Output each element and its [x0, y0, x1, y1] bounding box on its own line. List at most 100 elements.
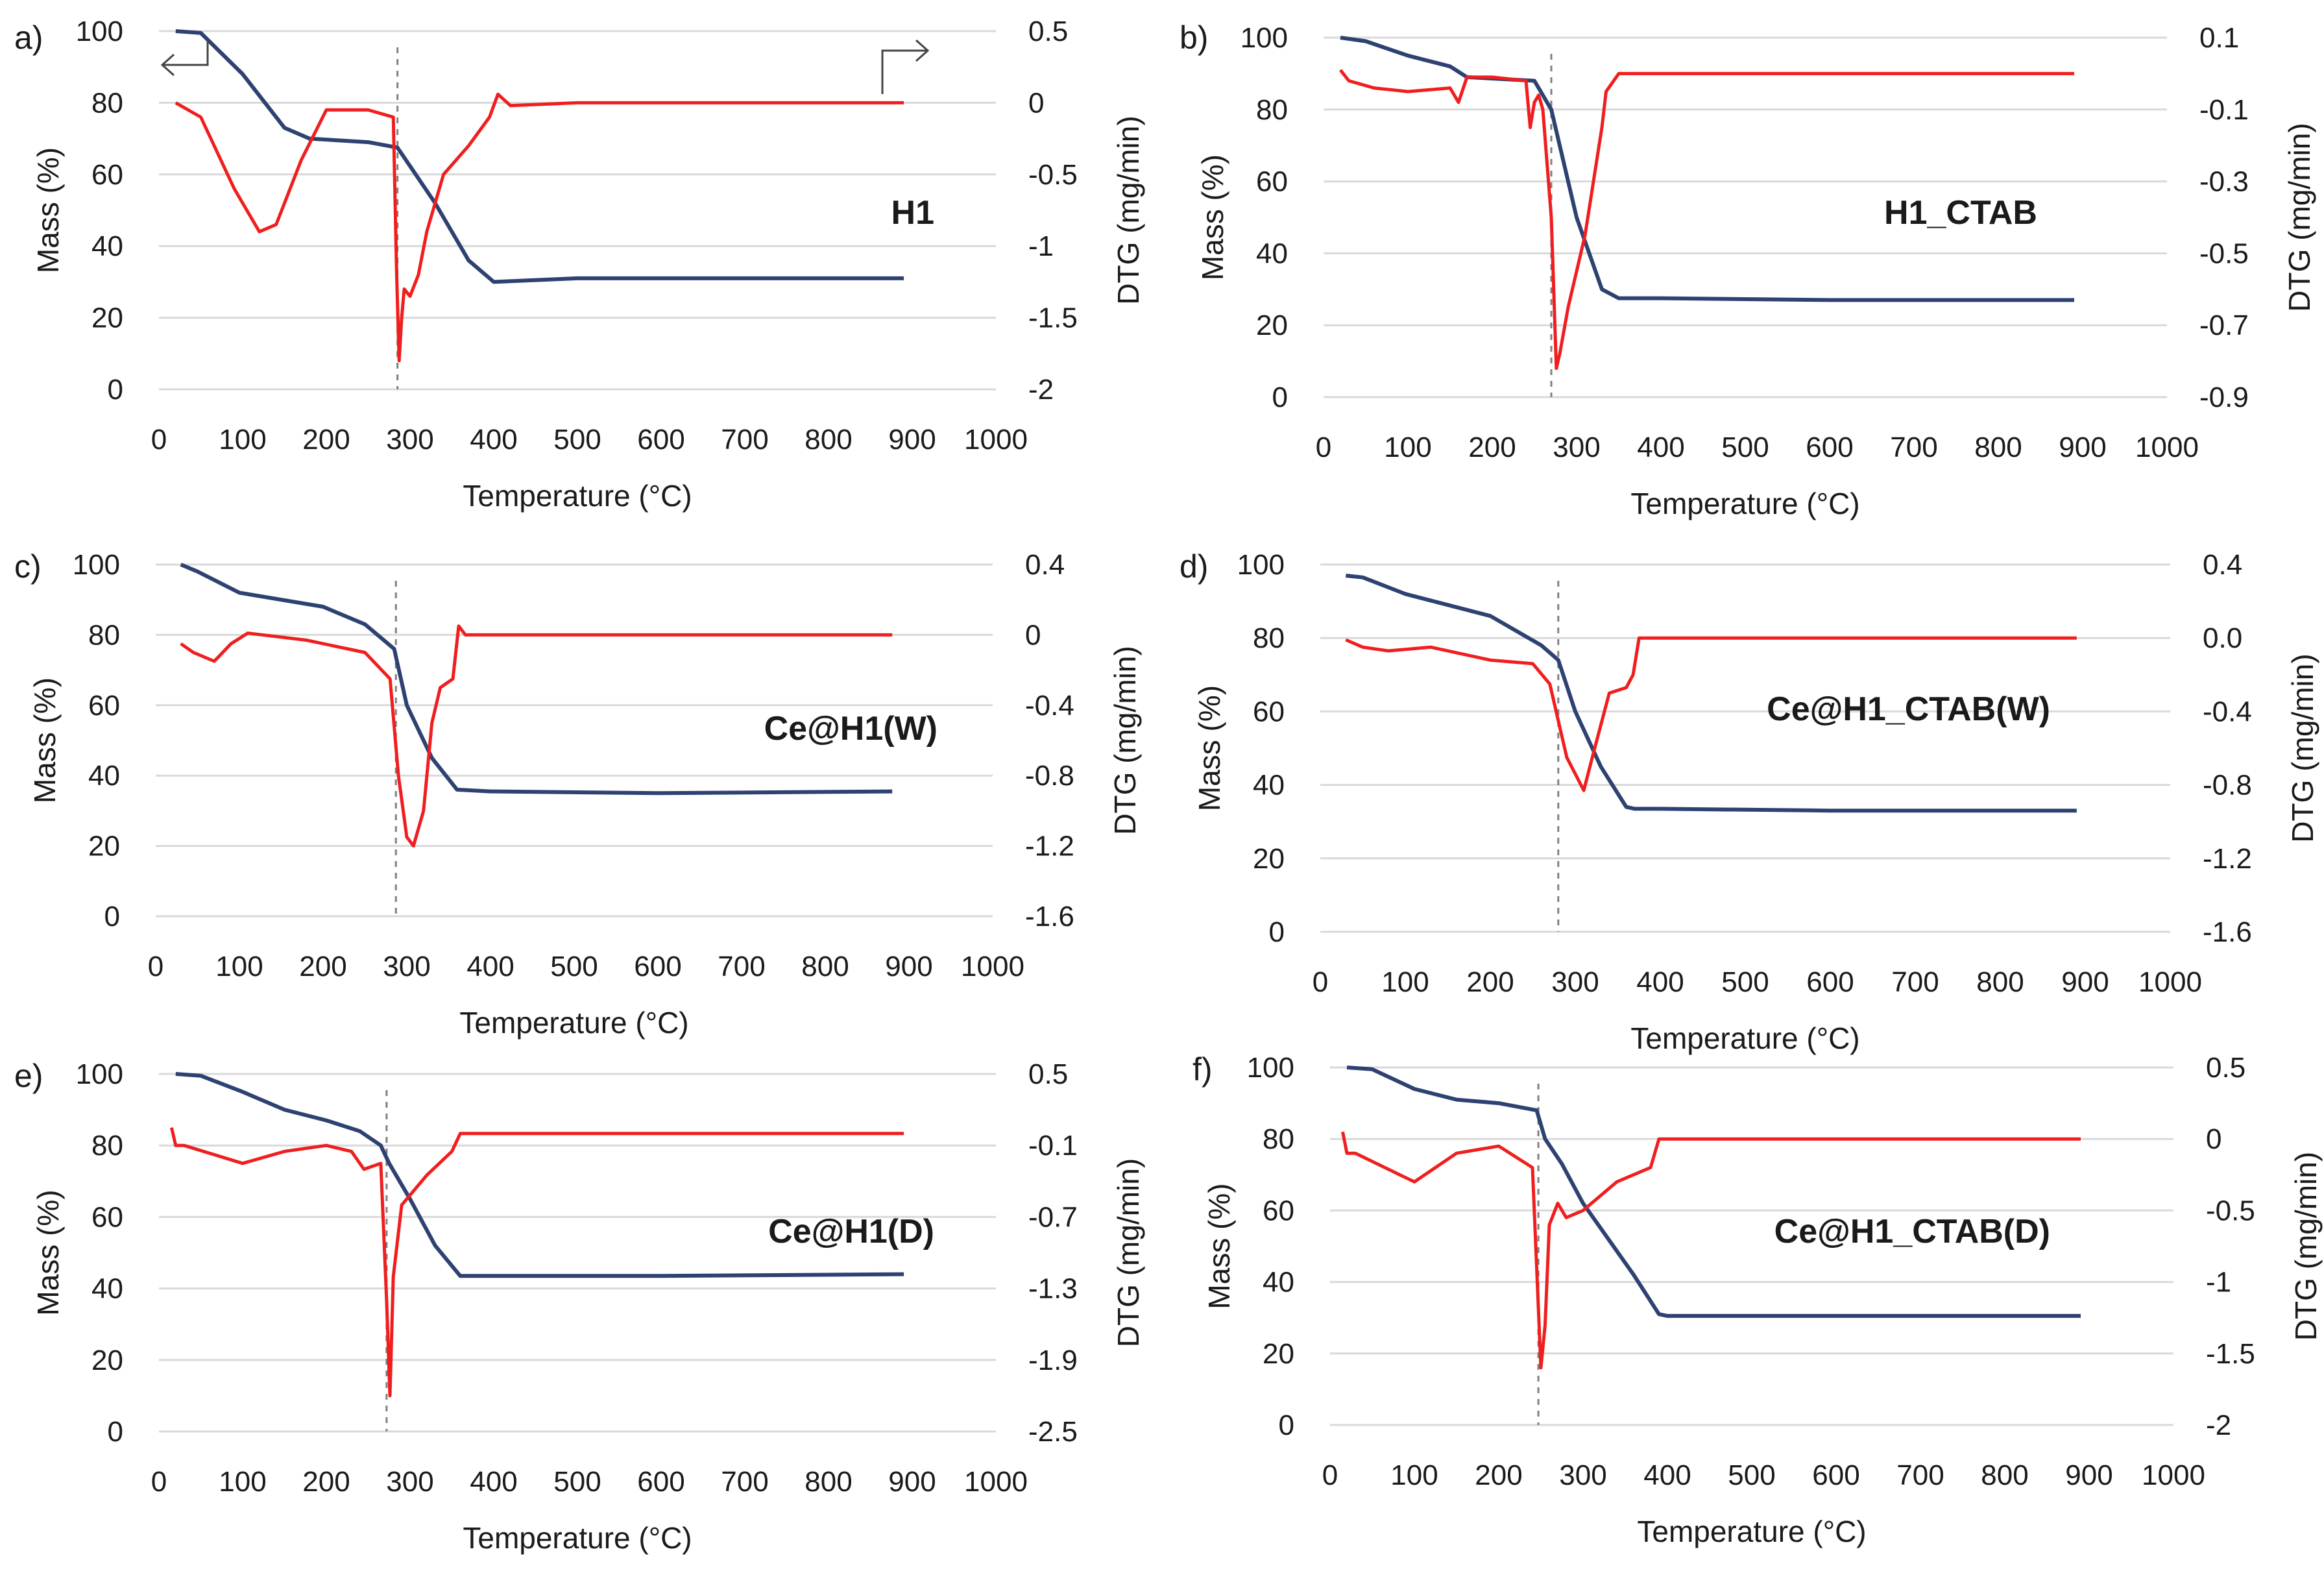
- y2-tick-label: 0.4: [1025, 549, 1065, 581]
- y-tick-label: 0: [1272, 382, 1288, 413]
- x-tick-label: 800: [805, 1466, 852, 1498]
- dtg-series-line: [1341, 1131, 2081, 1370]
- x-tick-label: 600: [637, 424, 684, 456]
- x-tick-label: 0: [1322, 1459, 1338, 1491]
- y2-axis-label: DTG (mg/min): [1108, 646, 1142, 834]
- y2-tick-label: -1.3: [1028, 1273, 1078, 1305]
- x-tick-label: 100: [219, 1466, 266, 1498]
- x-tick-label: 300: [386, 1466, 433, 1498]
- x-tick-label: 900: [888, 424, 936, 456]
- x-tick-label: 900: [888, 1466, 936, 1498]
- y2-tick-label: -1: [1028, 230, 1054, 262]
- x-tick-label: 100: [1381, 966, 1429, 998]
- x-axis-label: Temperature (°C): [463, 479, 692, 513]
- dtg-series-line: [180, 624, 893, 848]
- y2-tick-label: 0: [1028, 87, 1044, 119]
- y2-tick-label: -0.5: [2199, 237, 2249, 269]
- y-tick-label: 80: [1263, 1123, 1294, 1155]
- y2-tick-label: 0.0: [2203, 622, 2242, 654]
- y2-tick-label: -0.5: [2206, 1195, 2255, 1226]
- mass-series-line: [175, 29, 904, 284]
- x-tick-label: 1000: [964, 1466, 1028, 1498]
- y-tick-label: 20: [91, 302, 123, 334]
- y-tick-label: 80: [1256, 94, 1288, 126]
- x-tick-label: 800: [1976, 966, 2024, 998]
- x-tick-label: 800: [1974, 432, 2022, 463]
- x-tick-label: 500: [1721, 432, 1769, 463]
- x-tick-label: 400: [1643, 1459, 1691, 1491]
- x-axis-label: Temperature (°C): [459, 1006, 688, 1040]
- x-tick-label: 600: [634, 951, 681, 982]
- mass-series-line: [1340, 36, 2074, 302]
- y2-tick-label: 0.5: [2206, 1052, 2245, 1084]
- right-axis-arrow-icon: [881, 39, 930, 94]
- x-tick-label: 100: [215, 951, 263, 982]
- y-tick-label: 60: [88, 690, 120, 722]
- x-tick-label: 700: [718, 951, 765, 982]
- x-tick-label: 700: [1896, 1459, 1944, 1491]
- y-axis-label: Mass (%): [1196, 154, 1229, 280]
- sample-label: Ce@H1_CTAB(W): [1767, 690, 2050, 728]
- y-tick-label: 40: [88, 760, 120, 792]
- y2-tick-label: 0.5: [1028, 16, 1068, 47]
- y-axis-label: Mass (%): [28, 677, 62, 803]
- y2-axis-label: DTG (mg/min): [1111, 116, 1145, 304]
- x-tick-label: 0: [148, 951, 163, 982]
- y2-tick-label: -0.8: [1025, 760, 1074, 792]
- x-tick-label: 500: [1721, 966, 1769, 998]
- x-tick-label: 100: [1384, 432, 1431, 463]
- x-tick-label: 500: [1728, 1459, 1775, 1491]
- x-tick-label: 600: [1812, 1459, 1859, 1491]
- y-tick-label: 40: [91, 230, 123, 262]
- y2-axis-label: DTG (mg/min): [2289, 1152, 2323, 1341]
- x-tick-label: 400: [470, 1466, 517, 1498]
- x-tick-label: 0: [151, 424, 167, 456]
- x-tick-label: 200: [1466, 966, 1514, 998]
- y2-tick-label: 0.5: [1028, 1058, 1068, 1090]
- x-tick-label: 800: [1981, 1459, 2028, 1491]
- y-tick-label: 60: [1253, 696, 1285, 727]
- y-tick-label: 20: [88, 831, 120, 862]
- y2-tick-label: -1: [2206, 1267, 2231, 1298]
- x-tick-label: 300: [1551, 966, 1599, 998]
- y-tick-label: 100: [1247, 1052, 1294, 1084]
- y-tick-label: 0: [1269, 916, 1285, 948]
- x-tick-label: 400: [1637, 432, 1684, 463]
- y-tick-label: 80: [91, 87, 123, 119]
- y-tick-label: 60: [91, 159, 123, 191]
- panel-letter: d): [1180, 548, 1208, 585]
- x-tick-label: 200: [302, 1466, 350, 1498]
- y-tick-label: 100: [1241, 22, 1288, 54]
- chart-panel-1: 0 20 40 60 80 100 -2 -1.5 -1 -0.5 0 0.5 0 100 200 300 40…: [14, 16, 1145, 513]
- x-tick-label: 200: [1475, 1459, 1522, 1491]
- x-tick-label: 200: [1468, 432, 1516, 463]
- dtg-series-line: [169, 1127, 904, 1398]
- y2-tick-label: -0.1: [1028, 1130, 1078, 1162]
- x-tick-label: 600: [1806, 432, 1853, 463]
- y2-tick-label: -1.9: [1028, 1345, 1078, 1376]
- y-tick-label: 100: [76, 16, 123, 47]
- y2-tick-label: -1.2: [2203, 843, 2252, 875]
- y2-tick-label: -1.6: [1025, 901, 1074, 932]
- x-tick-label: 0: [1316, 432, 1331, 463]
- x-tick-label: 0: [151, 1466, 167, 1498]
- sample-label: Ce@H1_CTAB(D): [1774, 1213, 2050, 1250]
- y2-tick-label: -0.7: [1028, 1201, 1078, 1233]
- chart-panel-2: 0 20 40 60 80 100 -0.9 -0.7 -0.5 -0.3 -0.1 0.1 0 100 2…: [1180, 19, 2316, 520]
- mass-series-line: [1345, 574, 2077, 813]
- x-tick-label: 900: [2059, 432, 2106, 463]
- x-tick-label: 500: [553, 1466, 601, 1498]
- y2-tick-label: -2: [1028, 374, 1054, 406]
- x-tick-label: 600: [637, 1466, 684, 1498]
- y2-tick-label: -1.5: [1028, 302, 1078, 334]
- y2-tick-label: -1.5: [2206, 1338, 2255, 1370]
- y-tick-label: 80: [1253, 622, 1285, 654]
- y2-axis-label: DTG (mg/min): [1111, 1158, 1145, 1347]
- x-tick-label: 700: [1891, 966, 1939, 998]
- x-tick-label: 700: [721, 424, 768, 456]
- chart-panel-4: 0 20 40 60 80 100 -1.6 -1.2 -0.8 -0.4 0.0 0.4 0 100 20…: [1180, 548, 2319, 1055]
- y-tick-label: 100: [1237, 549, 1285, 581]
- y-tick-label: 20: [1256, 310, 1288, 341]
- panel-letter: e): [14, 1058, 43, 1094]
- y-tick-label: 80: [88, 619, 120, 651]
